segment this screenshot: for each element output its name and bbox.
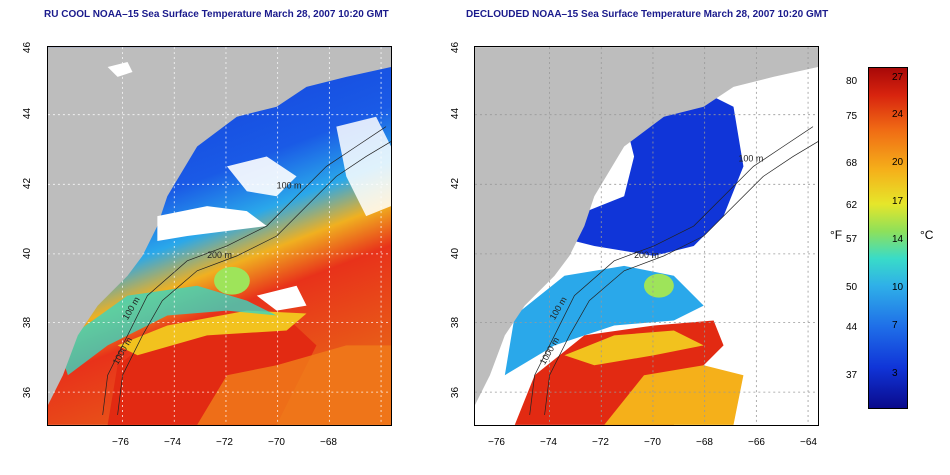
right-lon-tick: −70: [644, 437, 661, 448]
colorbar: [868, 67, 908, 409]
left-lon-tick: −70: [268, 437, 285, 448]
right-lon-tick: −72: [592, 437, 609, 448]
f-tick: 75: [846, 111, 858, 122]
right-lat-tick: 36: [450, 386, 462, 399]
c-tick: 20: [892, 157, 904, 168]
left-lon-tick: −72: [216, 437, 233, 448]
f-tick: 68: [846, 158, 858, 169]
right-lat-tick: 42: [450, 177, 462, 190]
f-tick: 57: [846, 234, 858, 245]
f-tick: 80: [846, 76, 858, 87]
right-lat-tick: 46: [450, 41, 462, 54]
c-tick: 24: [892, 109, 904, 120]
f-tick: 50: [846, 282, 858, 293]
c-tick: 17: [892, 196, 904, 207]
left-depth-label-100: 100 m: [277, 180, 302, 190]
left-lat-tick: 38: [22, 316, 34, 329]
c-tick: 27: [892, 72, 904, 83]
celsius-label: °C: [920, 228, 934, 242]
f-tick: 44: [846, 322, 858, 333]
right-land: [475, 47, 818, 406]
f-tick: 62: [846, 200, 858, 211]
fahrenheit-label: °F: [830, 228, 843, 242]
left-land: [48, 47, 391, 406]
left-lat-tick: 40: [22, 247, 34, 260]
right-lat-tick: 40: [450, 247, 462, 260]
left-lon-tick: −76: [112, 437, 129, 448]
right-lon-tick: −66: [748, 437, 765, 448]
left-lat-tick: 44: [22, 107, 34, 120]
left-panel-title: RU COOL NOAA–15 Sea Surface Temperature …: [44, 9, 389, 20]
right-lat-tick: 38: [450, 316, 462, 329]
f-tick: 37: [846, 370, 858, 381]
right-lat-tick: 44: [450, 107, 462, 120]
c-tick: 10: [892, 282, 904, 293]
left-sst-map: 100 m 200 m 1000 m 100 m: [47, 46, 392, 426]
right-sst-map: 100 m 200 m 1000 m 100 m: [474, 46, 819, 426]
right-depth-label-100: 100 m: [738, 153, 763, 163]
left-lat-tick: 46: [22, 41, 34, 54]
c-tick: 3: [892, 368, 898, 379]
c-tick: 7: [892, 320, 898, 331]
right-lon-tick: −76: [488, 437, 505, 448]
right-depth-label-200: 200 m: [634, 250, 659, 260]
left-lat-tick: 42: [22, 177, 34, 190]
right-panel-title: DECLOUDED NOAA–15 Sea Surface Temperatur…: [466, 9, 829, 20]
right-lon-tick: −68: [696, 437, 713, 448]
left-lon-tick: −68: [320, 437, 337, 448]
left-lat-tick: 36: [22, 386, 34, 399]
left-depth-label-200: 200 m: [207, 250, 232, 260]
right-lon-tick: −74: [540, 437, 557, 448]
right-lon-tick: −64: [800, 437, 817, 448]
left-lon-tick: −74: [164, 437, 181, 448]
c-tick: 14: [892, 234, 904, 245]
